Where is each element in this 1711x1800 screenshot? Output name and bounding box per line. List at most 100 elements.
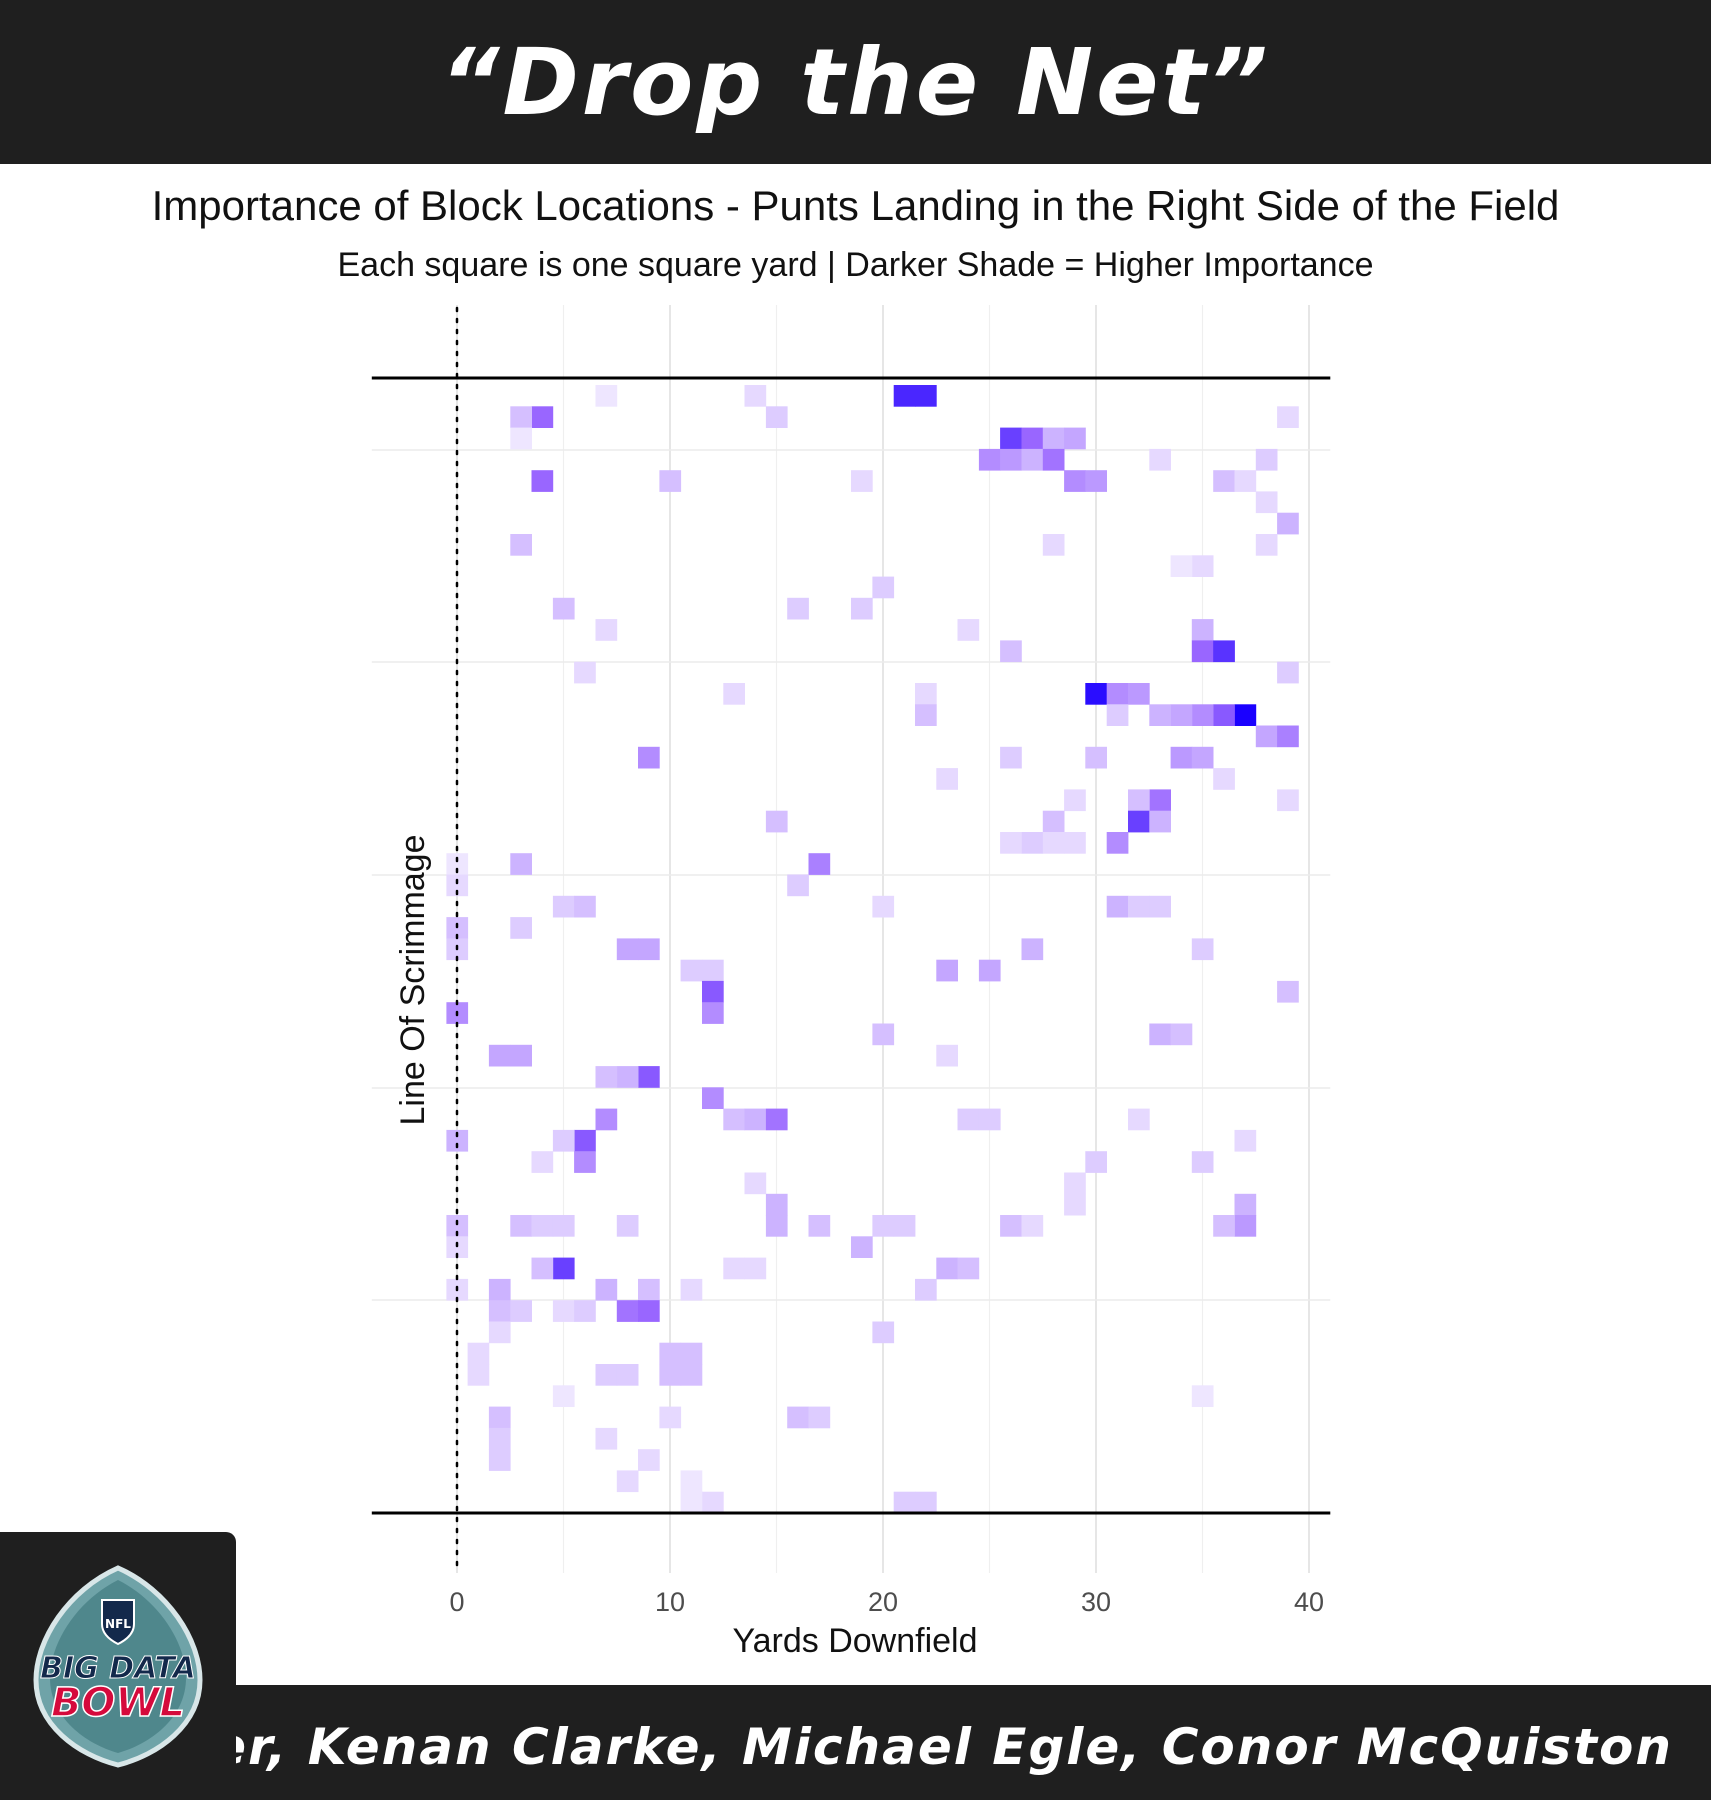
nfl-shield-icon — [101, 1599, 135, 1646]
heatmap-cell — [744, 1257, 767, 1280]
heatmap-cell — [595, 619, 618, 641]
heatmap-cell — [1149, 789, 1171, 812]
heatmap-cell — [915, 385, 937, 407]
heatmap-cell — [765, 406, 788, 428]
heatmap-cell — [1149, 704, 1171, 726]
heatmap-cell — [1128, 683, 1150, 705]
heatmap-cell — [1128, 789, 1150, 812]
heatmap-cell — [1255, 491, 1278, 514]
heatmap-cell — [1021, 427, 1044, 450]
heatmap-cell — [702, 1002, 724, 1024]
heatmap-cell — [680, 1470, 703, 1493]
heatmap-cell — [616, 938, 639, 961]
page-title: “Drop the Net” — [440, 28, 1271, 136]
heatmap-cell — [1128, 895, 1150, 918]
heatmap-cell — [616, 1364, 639, 1386]
heatmap-cell — [1128, 810, 1150, 833]
heatmap-cell — [744, 1172, 767, 1195]
heatmap-cell — [765, 1108, 788, 1131]
heatmap-cell — [1213, 470, 1235, 492]
heatmap-cell — [872, 1023, 895, 1046]
heatmap-cell — [488, 1449, 511, 1471]
heatmap-cell — [872, 1215, 895, 1237]
x-tick-label: 20 — [868, 1587, 898, 1617]
heatmap-cell — [936, 1257, 958, 1280]
heatmap-cell — [595, 385, 618, 407]
heatmap-cell — [1085, 470, 1107, 492]
heatmap-cell — [680, 1278, 703, 1301]
heatmap-cell — [1106, 704, 1129, 726]
heatmap-cell — [1277, 725, 1299, 748]
heatmap-cell — [787, 874, 809, 897]
nfl-shield-text: NFL — [105, 1617, 131, 1631]
heatmap-cell — [1234, 1215, 1257, 1237]
heatmap-cell — [467, 1364, 490, 1386]
heatmap-cell — [574, 1151, 596, 1173]
heatmap-cell — [915, 704, 937, 726]
heatmap-cell — [510, 427, 532, 450]
x-axis-label: Yards Downfield — [732, 1622, 977, 1660]
heatmap-cell — [659, 1406, 682, 1429]
heatmap-cell — [723, 683, 745, 705]
title-banner: “Drop the Net” — [0, 0, 1711, 164]
heatmap-cell — [765, 1215, 788, 1237]
heatmap-cell — [1277, 512, 1299, 535]
heatmap-cell — [957, 619, 980, 641]
heatmap-cell — [552, 597, 575, 620]
heatmap-cell — [1149, 895, 1171, 918]
heatmap-cell — [552, 1257, 575, 1280]
heatmap-cell — [659, 470, 682, 492]
heatmap-cell — [1000, 746, 1022, 769]
heatmap-cell — [808, 1406, 831, 1429]
heatmap-cell — [1042, 832, 1065, 854]
heatmap-cell — [1021, 938, 1044, 961]
heatmap-cell — [680, 959, 703, 982]
heatmap-cell — [1064, 470, 1086, 492]
heatmap-cell — [978, 959, 1001, 982]
heatmap-cell — [1064, 427, 1086, 450]
heatmap-cell — [446, 1215, 469, 1237]
heatmap-cell — [1021, 1215, 1044, 1237]
heatmap-cell — [1277, 789, 1299, 812]
heatmap-cell — [1191, 619, 1214, 641]
heatmap-cell — [488, 1321, 511, 1344]
heatmap-cell — [1277, 980, 1299, 1003]
heatmap-cell — [1128, 1108, 1150, 1131]
heatmap-cell — [957, 1108, 980, 1131]
heatmap-cell — [574, 895, 596, 918]
heatmap-cell — [1149, 448, 1171, 471]
heatmap-cell — [1021, 832, 1044, 854]
heatmap-cell — [680, 1342, 703, 1365]
heatmap-cell — [595, 1364, 618, 1386]
heatmap-cell — [723, 1108, 745, 1131]
heatmap-cell — [574, 1300, 596, 1322]
heatmap-cell — [808, 853, 831, 875]
heatmap-cell — [1255, 448, 1278, 471]
heatmap-cell — [552, 1300, 575, 1322]
heatmap-cell — [616, 1215, 639, 1237]
heatmap-cell — [488, 1044, 511, 1067]
heatmap-cell — [595, 1066, 618, 1088]
heatmap-cell — [915, 1491, 937, 1514]
heatmap-cell — [702, 980, 724, 1003]
heatmap-cell — [702, 959, 724, 982]
heatmap-cell — [552, 1129, 575, 1152]
heatmap-cell — [446, 1129, 469, 1152]
heatmap-cell — [510, 406, 532, 428]
heatmap-cell — [680, 1364, 703, 1386]
heatmap-cell — [1064, 832, 1086, 854]
heatmap-cell — [510, 917, 532, 939]
heatmap-cell — [1255, 725, 1278, 748]
heatmap-cell — [808, 1215, 831, 1237]
heatmap-cell — [1064, 1193, 1086, 1216]
heatmap-cell — [1064, 1172, 1086, 1195]
heatmap-cell — [638, 938, 660, 961]
heatmap-cell — [1277, 406, 1299, 428]
heatmap-cell — [680, 1491, 703, 1514]
heatmap-cell — [488, 1278, 511, 1301]
heatmap-cell — [893, 1215, 916, 1237]
heatmap-cell — [552, 1385, 575, 1407]
heatmap-cell — [510, 534, 532, 556]
heatmap-cell — [851, 470, 873, 492]
logo-line1: BIG DATA — [40, 1651, 196, 1686]
